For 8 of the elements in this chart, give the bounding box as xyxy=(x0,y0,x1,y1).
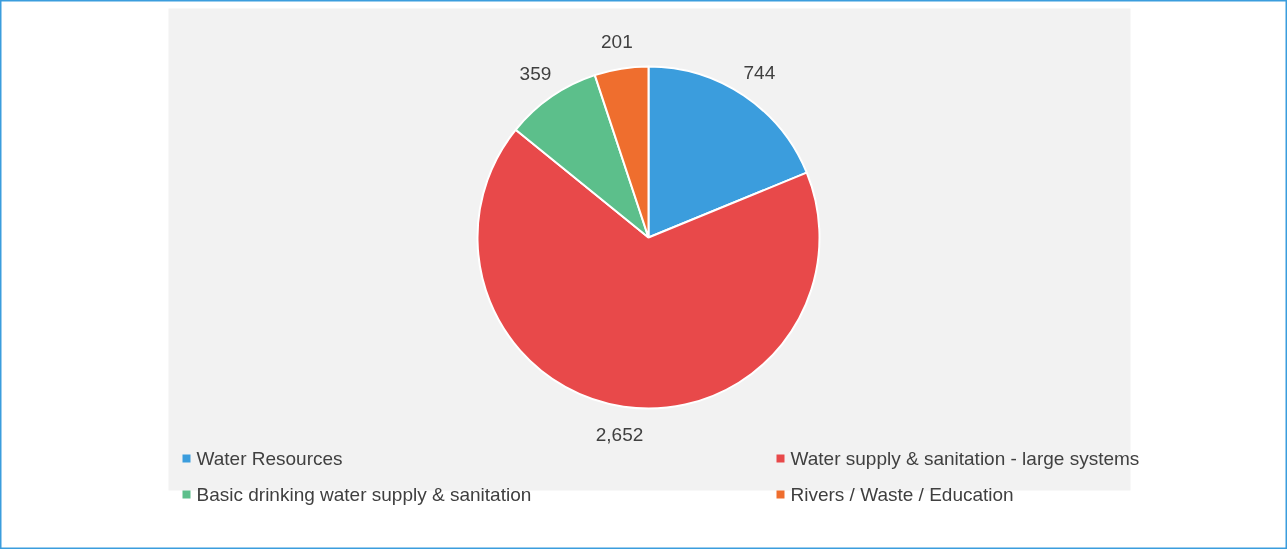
data-label: 744 xyxy=(743,61,776,83)
data-label: 359 xyxy=(519,63,552,85)
legend-label: Water supply & sanitation - large systems xyxy=(790,448,1140,469)
data-label: 201 xyxy=(601,30,633,52)
data-label: 2,652 xyxy=(595,423,644,445)
legend-label: Basic drinking water supply & sanitation xyxy=(196,484,532,505)
legend-label: Water Resources xyxy=(196,448,343,469)
legend-label: Rivers / Waste / Education xyxy=(790,484,1014,505)
